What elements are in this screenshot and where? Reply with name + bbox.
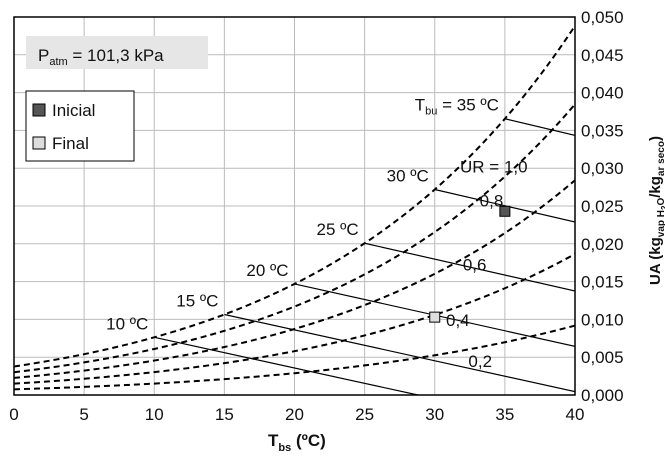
wet-bulb-line [224,313,575,393]
state-point-inicial [499,205,511,217]
rh-curve [14,252,575,385]
x-tick-label: 30 [425,405,444,424]
y-axis-label: UA (kgvap H2O/kgar seco) [647,136,665,285]
rh-label: 0,6 [463,256,487,275]
legend: Inicial Final [25,90,135,162]
x-axis-label: Tbs (ºC) [268,431,326,454]
y-tick-label: 0,020 [581,235,624,254]
wet-bulb-label: 25 ºC [317,220,359,239]
svg-text:Patm = 101,3 kPa: Patm = 101,3 kPa [38,46,164,68]
relative-humidity-curves [14,24,575,391]
x-tick-label: 15 [215,405,234,424]
x-tick-label: 35 [495,405,514,424]
rh-curve [14,324,575,391]
pressure-box: Patm = 101,3 kPa [26,36,208,69]
y-tick-labels: 0,000 0,005 0,010 0,015 0,020 0,025 0,030 0,035… [581,8,624,405]
x-tick-label: 25 [355,405,374,424]
y-tick-label: 0,015 [581,273,624,292]
legend-label-final: Final [52,134,89,153]
x-tick-label: 0 [9,405,18,424]
x-tick-label: 20 [285,405,304,424]
y-tick-label: 0,025 [581,197,624,216]
y-tick-label: 0,045 [581,46,624,65]
wet-bulb-lines [154,118,575,395]
rh-label: 0,4 [446,311,470,330]
wet-bulb-line [294,283,575,348]
legend-swatch-final [32,136,46,150]
y-tick-label: 0,000 [581,386,624,405]
x-tick-label: 10 [145,405,164,424]
wet-bulb-labels: 10 ºC 15 ºC 20 ºC 25 ºC 30 ºC Tbu = 35 ºC [106,96,499,334]
wet-bulb-line [434,188,575,223]
rh-curve [14,24,575,368]
y-tick-label: 0,050 [581,8,624,27]
state-points [429,205,511,323]
wet-bulb-line [504,118,575,137]
rh-label: UR = 1,0 [460,157,528,176]
wet-bulb-line [364,242,575,292]
y-tick-label: 0,040 [581,84,624,103]
wet-bulb-label: Tbu = 35 ºC [415,96,499,118]
x-tick-label: 40 [566,405,585,424]
grid [14,17,575,395]
rh-curve [14,102,575,374]
pressure-value: = 101,3 kPa [68,46,164,65]
y-tick-label: 0,035 [581,121,624,140]
rh-label: 0,8 [480,191,504,210]
rh-label: 0,2 [468,352,492,371]
wet-bulb-label: 10 ºC [106,314,148,333]
pressure-subscript: atm [49,56,67,68]
pressure-symbol: P [38,46,49,65]
wet-bulb-label: 20 ºC [246,261,288,280]
state-point-final [429,311,441,323]
wet-bulb-line [154,336,419,395]
y-tick-label: 0,005 [581,348,624,367]
wet-bulb-label: 15 ºC [176,292,218,311]
legend-label-inicial: Inicial [52,101,95,120]
wet-bulb-label: 30 ºC [387,166,429,185]
rh-curve [14,178,575,379]
rh-labels: UR = 1,0 0,8 0,6 0,4 0,2 [446,157,528,371]
legend-swatch-inicial [32,103,46,117]
x-tick-label: 5 [79,405,88,424]
y-tick-label: 0,030 [581,159,624,178]
x-tick-labels: 0 5 10 15 20 25 30 35 40 [9,405,584,424]
plot-frame [13,16,576,396]
y-tick-label: 0,010 [581,310,624,329]
